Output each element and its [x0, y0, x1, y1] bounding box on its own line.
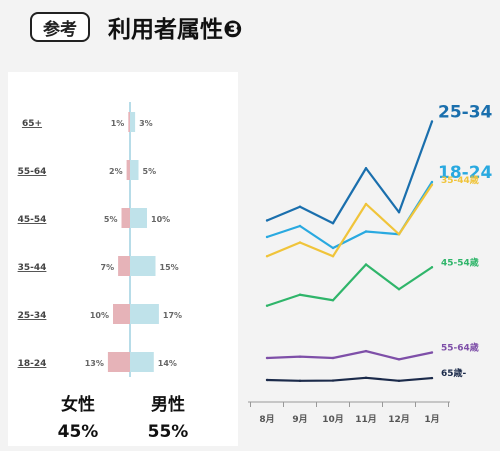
series-point-4-5 [430, 351, 434, 354]
male-bar-35-44 [130, 256, 156, 276]
series-point-4-4 [397, 358, 401, 361]
series-point-0-5 [430, 120, 434, 123]
series-point-2-2 [331, 255, 335, 258]
series-point-3-2 [331, 299, 335, 302]
x-tick-label-4: 12月 [388, 414, 410, 425]
x-tick-label-1: 9月 [292, 414, 307, 425]
series-point-2-4 [397, 233, 401, 236]
female-value-25-34: 10% [90, 311, 109, 320]
male-bar-45-54 [130, 208, 147, 228]
series-point-0-0 [265, 219, 269, 222]
age-label-35-44: 35-44 [18, 263, 47, 273]
series-point-1-5 [430, 180, 434, 184]
age-label-45-54: 45-54 [18, 215, 47, 225]
series-point-4-2 [331, 356, 335, 360]
male-bar-25-34 [130, 304, 159, 324]
series-point-4-1 [298, 355, 302, 358]
female-bar-35-44 [118, 256, 130, 276]
series-label-2: 35-44歳 [441, 174, 479, 186]
age-gender-pyramid-panel: 65+ 1% 3% 55-64 2% 5% 45-54 5% 10% 35-44 7% 15% 25-3… [8, 72, 238, 446]
series-line-2 [266, 184, 433, 258]
female-value-45-54: 5% [104, 215, 118, 224]
series-point-3-1 [298, 293, 302, 296]
series-label-3: 45-54歳 [441, 256, 479, 268]
female-total: 45% [57, 422, 99, 442]
male-bar-55-64 [130, 160, 139, 180]
series-point-0-4 [397, 211, 401, 214]
male-total: 55% [147, 422, 189, 442]
x-tick-label-2: 10月 [322, 414, 344, 425]
series-point-1-1 [298, 224, 302, 228]
header: 参考 利用者属性❸ [0, 0, 500, 58]
series-point-0-2 [331, 222, 335, 225]
series-point-3-5 [430, 266, 434, 269]
female-value-55-64: 2% [109, 167, 123, 176]
age-label-55-64: 55-64 [18, 167, 47, 177]
series-point-2-5 [430, 183, 434, 186]
x-tick-label-5: 1月 [424, 414, 439, 425]
male-value-55-64: 5% [143, 167, 157, 176]
female-bar-45-54 [121, 208, 130, 228]
series-point-5-4 [397, 379, 401, 383]
series-label-0: 25-34 [438, 103, 493, 123]
series-point-4-0 [265, 356, 269, 360]
male-label: 男性 [151, 395, 185, 415]
female-value-35-44: 7% [101, 263, 115, 272]
series-line-4 [266, 350, 433, 361]
age-label-65+: 65+ [22, 119, 42, 129]
female-bar-18-24 [107, 352, 130, 372]
male-bar-65+ [130, 112, 136, 132]
series-line-0 [266, 121, 434, 225]
series-point-3-0 [265, 304, 269, 307]
x-tick-label-3: 11月 [355, 414, 377, 425]
series-label-5: 65歳- [441, 367, 467, 379]
male-value-35-44: 15% [160, 263, 179, 272]
series-point-5-3 [364, 376, 368, 379]
series-point-2-3 [364, 202, 368, 206]
female-value-18-24: 13% [85, 359, 104, 368]
series-point-3-3 [364, 263, 368, 266]
male-bar-18-24 [130, 352, 154, 372]
series-point-0-1 [298, 205, 302, 208]
female-bar-25-34 [113, 304, 130, 324]
series-line-5 [266, 376, 433, 382]
page-title: 利用者属性❸ [108, 17, 243, 43]
reference-badge: 参考 [30, 12, 90, 42]
male-value-45-54: 10% [151, 215, 170, 224]
series-point-4-3 [364, 349, 368, 353]
series-point-1-3 [364, 230, 368, 233]
series-point-5-1 [298, 379, 302, 383]
age-label-18-24: 18-24 [18, 359, 47, 369]
age-gender-pyramid-chart: 65+ 1% 3% 55-64 2% 5% 45-54 5% 10% 35-44 7% 15% 25-3… [18, 102, 182, 377]
series-label-4: 55-64歳 [441, 342, 479, 354]
series-point-5-2 [331, 379, 335, 382]
series-point-2-1 [298, 241, 302, 244]
male-value-18-24: 14% [158, 359, 177, 368]
series-point-5-5 [430, 376, 434, 380]
age-label-25-34: 25-34 [18, 311, 47, 321]
x-tick-label-0: 8月 [259, 414, 274, 425]
series-point-5-0 [265, 378, 269, 382]
series-line-3 [266, 263, 433, 307]
female-label: 女性 [61, 395, 95, 415]
series-point-1-2 [331, 246, 335, 250]
female-value-65+: 1% [111, 119, 125, 128]
series-point-3-4 [397, 288, 401, 291]
female-bar-65+ [128, 112, 130, 132]
series-point-1-0 [265, 235, 269, 239]
male-value-65+: 3% [139, 119, 153, 128]
male-value-25-34: 17% [163, 311, 182, 320]
series-label-1: 18-24 [438, 163, 493, 183]
series-point-2-0 [265, 255, 269, 258]
series-point-0-3 [364, 167, 368, 170]
female-bar-55-64 [126, 160, 130, 180]
